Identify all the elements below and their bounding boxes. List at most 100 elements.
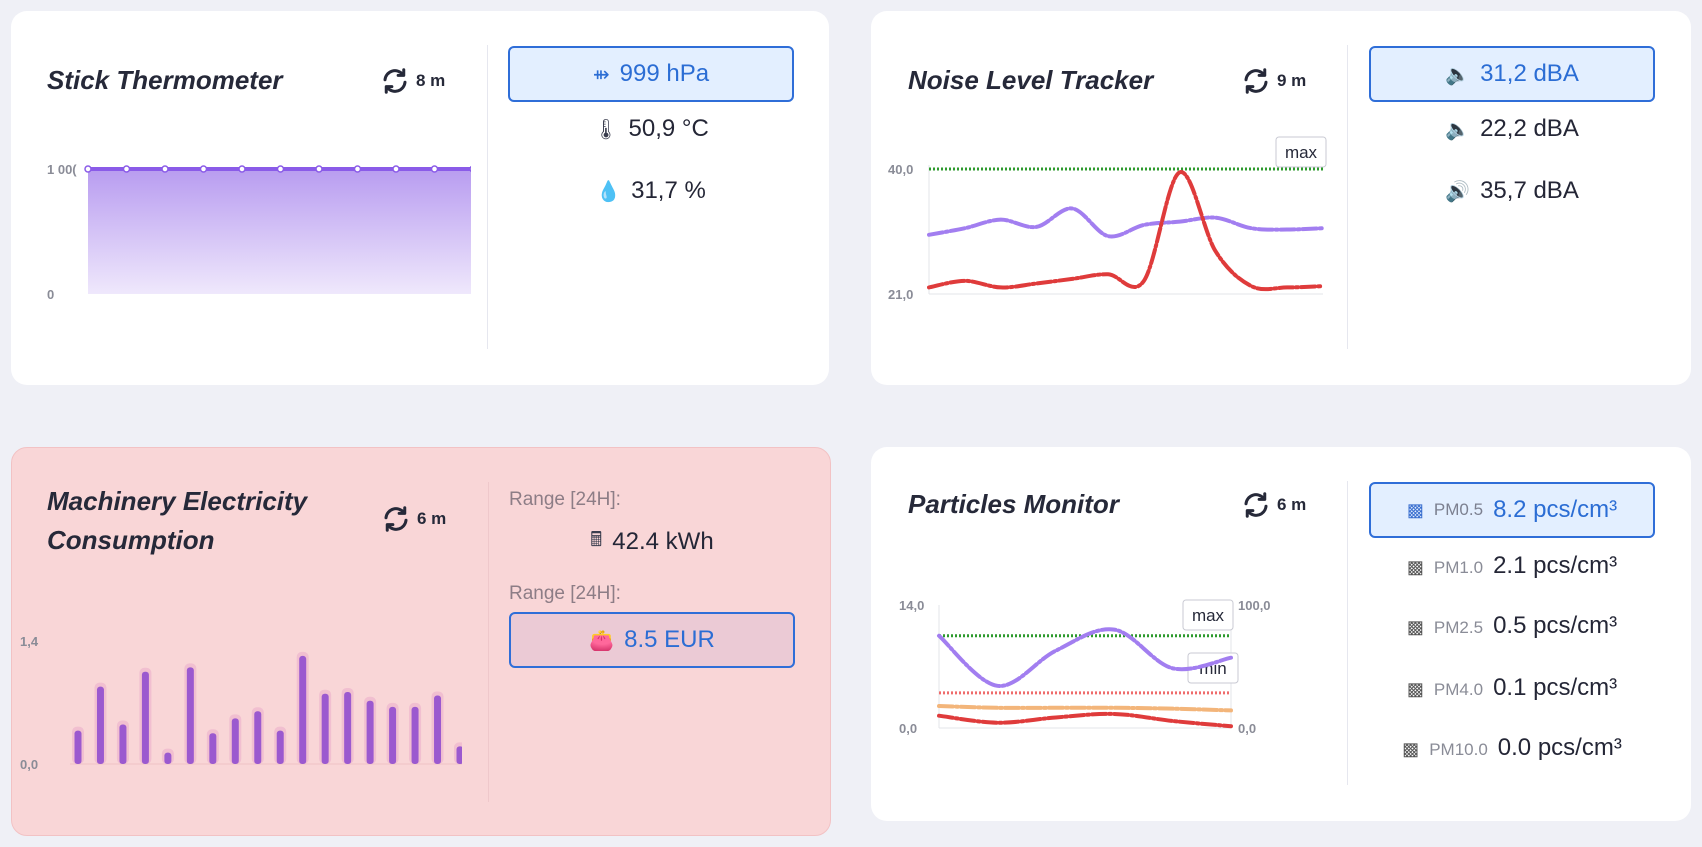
bar — [141, 671, 149, 764]
y-tick-label: 21,0 — [888, 287, 913, 302]
y-tick-label: 1,4 — [20, 634, 39, 649]
card-machinery-electricity: Machinery Electricity Consumption 6 m 1,… — [11, 447, 831, 836]
y-tick-label-left: 14,0 — [899, 598, 924, 613]
divider — [488, 482, 489, 802]
series-line-PM0.5 — [937, 627, 1233, 688]
data-point — [84, 165, 92, 173]
pm-row-pm2-5: ▩ PM2.5 0.5 pcs/cm³ — [1369, 612, 1655, 652]
divider — [487, 45, 488, 349]
refresh-timer[interactable]: 9 m — [1241, 66, 1306, 96]
threshold-label-max-text: max — [1192, 606, 1225, 625]
particles-icon: ▩ — [1406, 617, 1424, 637]
bar — [186, 667, 194, 764]
noise-max-metric: 🔊 35,7 dBA — [1369, 171, 1655, 211]
thermometer-icon: 🌡 — [593, 118, 619, 141]
data-point — [199, 165, 208, 173]
threshold-label-max-box — [1275, 136, 1327, 168]
data-point — [430, 165, 439, 173]
cost-chip[interactable]: 👛 8.5 EUR — [509, 612, 795, 668]
pm-value: 0.0 pcs/cm³ — [1497, 734, 1622, 761]
bar — [254, 711, 262, 764]
refresh-timer[interactable]: 6 m — [381, 504, 446, 534]
threshold-label-max-text: max — [1285, 143, 1318, 162]
y-tick-label: 0 — [47, 287, 54, 302]
series-line-avg — [927, 206, 1325, 239]
data-point — [122, 165, 131, 173]
bar — [456, 746, 462, 764]
y-tick-label-right: 100,0 — [1238, 598, 1271, 613]
refresh-interval: 9 m — [1277, 71, 1307, 90]
bar — [164, 752, 172, 764]
speaker-high-icon: 🔊 — [1445, 180, 1471, 203]
pm-name: PM2.5 — [1433, 618, 1484, 637]
refresh-icon — [1244, 68, 1268, 94]
noise-chart: 40,0 21,0 max — [888, 136, 1327, 302]
thermo-chart: 1 00( 0 — [47, 162, 471, 302]
series-line-PM1.0 — [937, 711, 1233, 729]
data-point — [353, 165, 362, 173]
noise-min-value: 22,2 dBA — [1480, 115, 1579, 142]
card-title: Stick Thermometer — [47, 65, 283, 95]
energy-value: 42.4 kWh — [612, 528, 714, 555]
pm-value: 0.1 pcs/cm³ — [1493, 674, 1618, 701]
refresh-icon — [383, 68, 407, 94]
particles-icon: ▩ — [1402, 739, 1420, 759]
threshold-label-max-box — [1182, 599, 1234, 631]
cost-value: 8.5 EUR — [624, 626, 715, 653]
electricity-chart: 1,4 0,0 — [20, 634, 462, 772]
pm-row-pm1-0: ▩ PM1.0 2.1 pcs/cm³ — [1369, 552, 1655, 592]
divider — [1347, 481, 1348, 785]
data-point — [238, 165, 246, 173]
refresh-icon — [1244, 492, 1268, 518]
bar — [344, 691, 352, 764]
bar — [276, 730, 284, 764]
data-point — [161, 165, 169, 173]
refresh-timer[interactable]: 8 m — [380, 66, 445, 96]
bar — [119, 724, 127, 764]
y-tick-label-left: 0,0 — [899, 721, 917, 736]
bar — [434, 695, 442, 764]
data-point — [469, 165, 471, 173]
energy-metric: 🖩 42.4 kWh — [509, 522, 795, 562]
refresh-interval: 6 m — [1277, 495, 1307, 514]
card-title-line2: Consumption — [47, 525, 215, 555]
bar — [74, 730, 82, 764]
area-fill — [88, 169, 471, 294]
speaker-icon: 🔈 — [1445, 63, 1471, 86]
pm-row-pm0-5[interactable]: ▩ PM0.5 8.2 pcs/cm³ — [1369, 482, 1655, 538]
bar — [321, 693, 329, 764]
particles-icon: ▩ — [1406, 679, 1424, 699]
pressure-chip[interactable]: ⇻ 999 hPa — [508, 46, 794, 102]
temperature-metric: 🌡 50,9 °C — [508, 109, 794, 149]
bar — [231, 718, 239, 764]
card-title: Particles Monitor — [908, 489, 1119, 519]
card-title: Machinery Electricity Consumption — [47, 482, 307, 560]
droplet-icon: 💧 — [596, 180, 622, 203]
range-label: Range [24H]: — [509, 583, 621, 604]
refresh-timer[interactable]: 6 m — [1241, 490, 1306, 520]
bar — [366, 700, 374, 764]
pm-value: 0.5 pcs/cm³ — [1493, 612, 1618, 639]
y-tick-label: 1 00( — [47, 162, 77, 177]
data-point — [392, 165, 400, 173]
noise-current-chip[interactable]: 🔈 31,2 dBA — [1369, 46, 1655, 102]
bar — [411, 706, 419, 764]
refresh-icon — [384, 506, 408, 532]
particles-icon: ▩ — [1406, 557, 1424, 577]
bar — [389, 706, 397, 764]
speaker-low-icon: 🔈 — [1445, 118, 1471, 141]
data-point — [315, 165, 323, 173]
threshold-label-max: max — [1182, 599, 1234, 631]
card-particles-monitor: Particles Monitor 6 m 14,0 0,0 100,0 0,0 max… — [871, 447, 1691, 821]
refresh-interval: 8 m — [416, 71, 446, 90]
humidity-value: 31,7 % — [631, 177, 706, 204]
refresh-interval: 6 m — [417, 509, 447, 528]
noise-min-metric: 🔈 22,2 dBA — [1369, 109, 1655, 149]
pm-value: 8.2 pcs/cm³ — [1493, 496, 1618, 523]
noise-current-value: 31,2 dBA — [1480, 60, 1579, 87]
card-stick-thermometer: Stick Thermometer 8 m 1 00( 0 ⇻ 999 hPa 🌡… — [11, 11, 829, 385]
series-line-PM2.5 — [937, 704, 1233, 713]
calculator-icon: 🖩 — [590, 529, 603, 551]
bar — [299, 655, 307, 764]
